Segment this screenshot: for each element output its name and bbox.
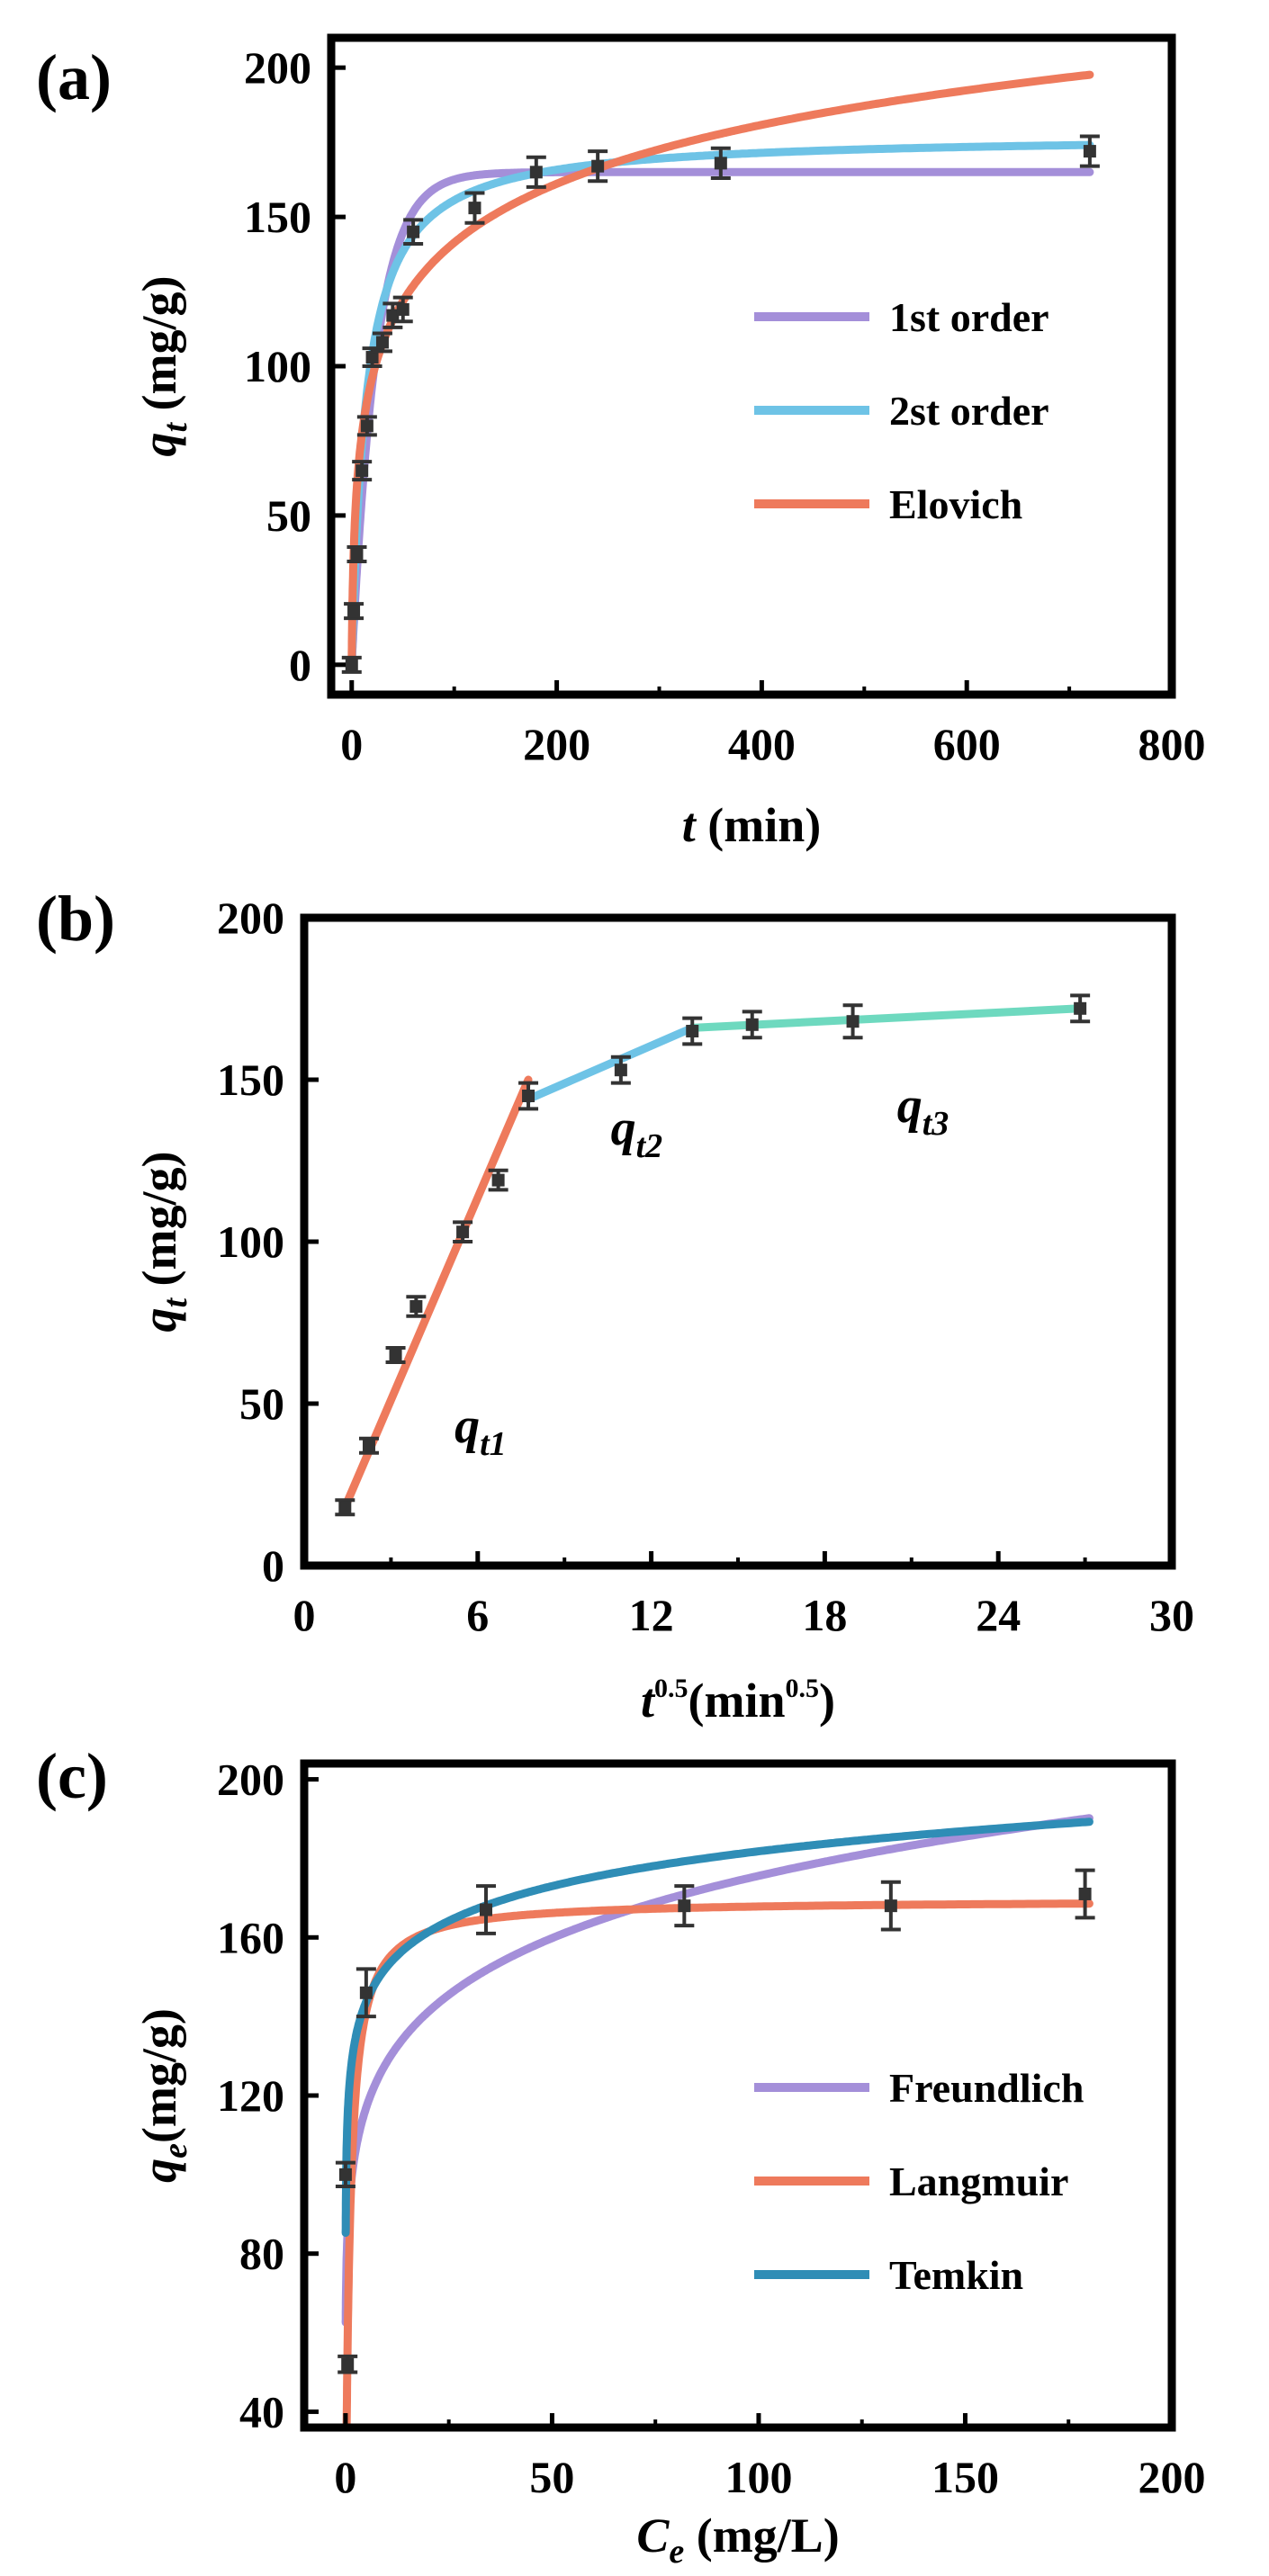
data-point <box>346 545 367 564</box>
segment-annotation: qt3 <box>897 1078 950 1143</box>
y-tick-label: 50 <box>266 490 311 541</box>
x-tick-label: 6 <box>466 1590 489 1640</box>
data-point <box>742 1010 762 1040</box>
plot-frame-a <box>327 33 1176 699</box>
legend-entry: Langmuir <box>754 2159 1068 2204</box>
legend-entry: Temkin <box>754 2252 1023 2298</box>
panel-label: (c) <box>36 1740 108 1812</box>
x-tick-label: 800 <box>1138 719 1206 769</box>
panel-label: (b) <box>36 883 115 955</box>
y-tick-label: 0 <box>289 640 311 690</box>
x-tick-label: 200 <box>523 719 590 769</box>
data-point <box>392 295 413 324</box>
legend-label: Temkin <box>889 2252 1023 2298</box>
data-point <box>358 1436 379 1455</box>
x-tick-label: 100 <box>724 2452 792 2502</box>
y-axis-title: qt (mg/g) <box>132 1151 194 1332</box>
x-tick-label: 18 <box>802 1590 847 1640</box>
data-point <box>710 146 731 180</box>
data-point <box>335 2160 356 2189</box>
y-tick-label: 150 <box>217 1055 284 1105</box>
x-tick-label: 600 <box>933 719 1001 769</box>
data-point <box>842 1003 863 1040</box>
legend-entry: Freundlich <box>754 2065 1084 2111</box>
y-tick-label: 200 <box>217 1755 284 1805</box>
data-point <box>682 1016 703 1046</box>
data-point <box>475 1884 496 1935</box>
y-tick-label: 40 <box>239 2386 284 2437</box>
plot-frame-b <box>300 913 1176 1570</box>
legend-label: 2st order <box>889 388 1049 434</box>
x-tick-label: 400 <box>728 719 796 769</box>
y-axis-title: qe(mg/g) <box>132 2008 194 2183</box>
data-point <box>588 149 608 184</box>
data-point <box>338 2354 358 2374</box>
data-point <box>453 1220 473 1243</box>
x-tick-label: 12 <box>629 1590 674 1640</box>
y-tick-label: 160 <box>217 1912 284 1962</box>
y-tick-label: 200 <box>244 42 311 93</box>
x-axis-title: Ce (mg/L) <box>636 2509 839 2571</box>
panel-label: (a) <box>36 41 112 113</box>
series-line-freundlich <box>341 1814 1094 2327</box>
x-tick-label: 200 <box>1138 2452 1206 2502</box>
series-line-langmuir <box>342 1899 1094 2428</box>
legend-label: Freundlich <box>889 2065 1084 2111</box>
x-tick-label: 0 <box>340 719 363 769</box>
data-point <box>385 1346 406 1364</box>
data-point <box>518 1081 539 1111</box>
y-tick-label: 80 <box>239 2229 284 2279</box>
x-tick-label: 24 <box>976 1590 1021 1640</box>
panel-c: 0 50 100 150 200 40 80 120 160 200 (c) Ce (mg/L) qe(… <box>36 1740 1206 2571</box>
y-tick-label: 0 <box>262 1540 284 1591</box>
x-tick-label: 0 <box>293 1590 316 1640</box>
y-axis-title: qt (mg/g) <box>132 275 194 456</box>
data-point <box>335 1498 356 1517</box>
data-point <box>382 301 403 329</box>
data-point <box>356 415 377 437</box>
y-tick-label: 120 <box>217 2070 284 2121</box>
series-line-qt2 <box>524 1023 697 1104</box>
legend-entry: Elovich <box>754 481 1022 527</box>
data-point <box>1070 993 1091 1024</box>
panel-a: 0 200 400 600 800 0 50 100 150 200 (a) t (min) qt (m… <box>36 33 1206 852</box>
legend-label: Elovich <box>889 481 1022 527</box>
data-point <box>403 218 424 246</box>
data-point <box>488 1168 508 1192</box>
data-point <box>526 155 546 189</box>
y-tick-label: 100 <box>217 1216 284 1267</box>
series-line-qt1 <box>340 1075 533 1512</box>
data-point <box>406 1295 427 1318</box>
y-tick-label: 150 <box>244 192 311 242</box>
data-point <box>880 1880 901 1932</box>
data-point <box>464 191 485 225</box>
y-tick-label: 50 <box>239 1378 284 1429</box>
segment-annotation: qt2 <box>611 1100 663 1165</box>
legend-entry: 1st order <box>754 294 1049 340</box>
x-axis-title: t (min) <box>682 798 822 852</box>
x-tick-label: 150 <box>932 2452 999 2502</box>
data-point <box>1075 1868 1095 1920</box>
x-tick-label: 50 <box>529 2452 574 2502</box>
x-tick-label: 30 <box>1149 1590 1194 1640</box>
data-point <box>1079 134 1100 168</box>
legend-entry: 2st order <box>754 388 1049 434</box>
data-point <box>610 1055 631 1085</box>
series-line-elovich <box>347 70 1094 669</box>
x-tick-label: 0 <box>334 2452 356 2502</box>
data-point <box>344 602 364 621</box>
x-axis-title: t0.5(min0.5) <box>641 1674 835 1728</box>
data-point <box>341 655 362 674</box>
data-point <box>372 331 392 354</box>
data-point <box>674 1884 695 1928</box>
data-point <box>352 460 373 482</box>
panel-b: 0 6 12 18 24 30 0 50 100 150 200 (b) t0.5(min0.5) qt … <box>36 883 1194 1728</box>
data-point <box>356 1967 376 2019</box>
legend-label: 1st order <box>889 294 1049 340</box>
y-tick-label: 100 <box>244 341 311 391</box>
y-tick-label: 200 <box>217 893 284 943</box>
segment-annotation: qt1 <box>454 1398 507 1463</box>
legend-label: Langmuir <box>889 2159 1068 2204</box>
